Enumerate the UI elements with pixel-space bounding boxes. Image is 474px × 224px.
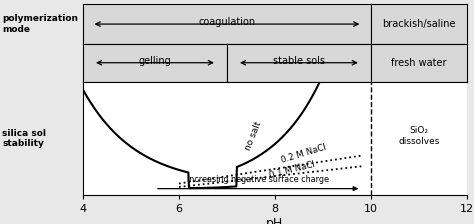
Text: 0.2 M NaCl: 0.2 M NaCl bbox=[280, 143, 328, 165]
Text: SiO₂
dissolves: SiO₂ dissolves bbox=[398, 126, 439, 146]
Text: increasing negative surface charge: increasing negative surface charge bbox=[187, 175, 329, 184]
Text: coagulation: coagulation bbox=[198, 17, 255, 27]
Text: stable sols: stable sols bbox=[273, 56, 325, 66]
Text: silica sol
stability: silica sol stability bbox=[2, 129, 46, 148]
Text: polymerization
mode: polymerization mode bbox=[2, 14, 78, 34]
X-axis label: pH: pH bbox=[266, 217, 283, 224]
Text: gelling: gelling bbox=[138, 56, 171, 66]
Text: no salt: no salt bbox=[244, 120, 263, 152]
Text: fresh water: fresh water bbox=[391, 58, 447, 68]
Text: 0.1 M NaCl: 0.1 M NaCl bbox=[268, 160, 316, 180]
Text: brackish/saline: brackish/saline bbox=[382, 19, 456, 29]
